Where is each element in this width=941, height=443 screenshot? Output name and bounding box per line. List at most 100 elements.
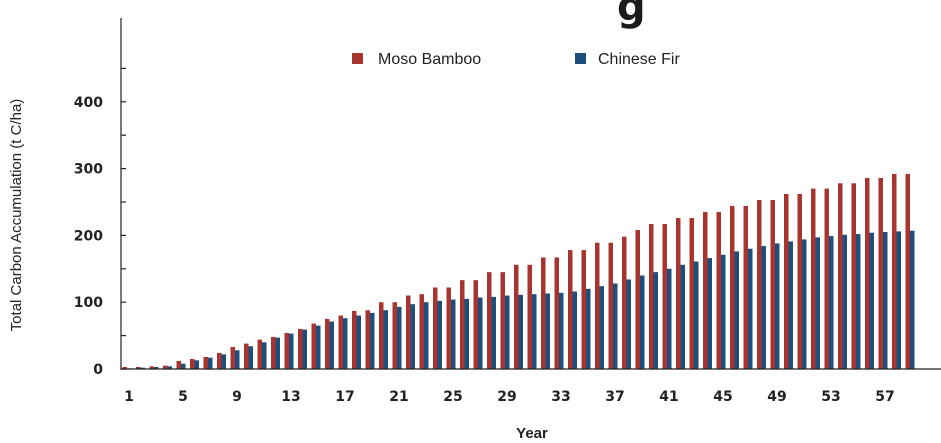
bar-chinese-fir	[572, 291, 577, 369]
legend-label-moso-bamboo: Moso Bamboo	[378, 51, 481, 68]
bar-moso-bamboo	[230, 346, 235, 369]
bar-moso-bamboo	[581, 250, 586, 369]
x-axis: 1 5 9 13 17 21 25 29 33 37 41 45 49 53 57	[121, 368, 941, 405]
y-tick-label: 200	[74, 228, 103, 244]
x-tick-label: 45	[713, 389, 732, 405]
bar-moso-bamboo	[460, 280, 465, 369]
bar-chinese-fir	[343, 318, 348, 369]
bar-chinese-fir	[653, 272, 658, 369]
bar-chinese-fir	[545, 293, 550, 369]
bar-moso-bamboo	[392, 302, 397, 369]
bar-moso-bamboo	[298, 328, 303, 369]
bar-moso-bamboo	[676, 218, 681, 369]
bar-moso-bamboo	[797, 193, 802, 369]
bar-chinese-fir	[356, 315, 361, 369]
bar-chinese-fir	[829, 236, 834, 369]
bar-moso-bamboo	[244, 343, 249, 369]
bar-chinese-fir	[316, 325, 321, 369]
bar-moso-bamboo	[838, 183, 843, 369]
bar-moso-bamboo	[325, 318, 330, 369]
x-tick-label: 17	[335, 389, 354, 405]
bar-chinese-fir	[734, 251, 739, 369]
bar-moso-bamboo	[595, 242, 600, 369]
bar-moso-bamboo	[419, 294, 424, 369]
bar-chinese-fir	[424, 302, 429, 369]
bar-chinese-fir	[167, 366, 172, 369]
bar-moso-bamboo	[122, 366, 127, 369]
bar-moso-bamboo	[662, 224, 667, 369]
bar-moso-bamboo	[136, 366, 141, 369]
bar-chinese-fir	[410, 304, 415, 369]
bar-moso-bamboo	[514, 264, 519, 369]
x-axis-label: Year	[516, 425, 548, 442]
bar-moso-bamboo	[257, 339, 262, 369]
bar-group	[122, 173, 915, 369]
bar-chinese-fir	[775, 243, 780, 369]
bar-moso-bamboo	[554, 257, 559, 369]
bar-moso-bamboo	[379, 302, 384, 369]
bar-moso-bamboo	[622, 236, 627, 369]
bar-chinese-fir	[289, 333, 294, 369]
bar-moso-bamboo	[878, 177, 883, 369]
chart-title-fragment: g	[617, 0, 646, 30]
bar-chinese-fir	[910, 230, 915, 369]
bar-chinese-fir	[437, 300, 442, 369]
bar-chinese-fir	[842, 234, 847, 369]
bar-moso-bamboo	[433, 287, 438, 369]
bar-chinese-fir	[869, 232, 874, 369]
bar-moso-bamboo	[541, 257, 546, 369]
bar-chinese-fir	[518, 294, 523, 369]
bar-moso-bamboo	[271, 336, 276, 369]
y-tick-label: 300	[74, 162, 103, 178]
bar-chinese-fir	[667, 268, 672, 369]
bar-chinese-fir	[761, 246, 766, 369]
bar-chinese-fir	[140, 367, 145, 369]
x-tick-label: 25	[443, 389, 462, 405]
bar-chinese-fir	[491, 296, 496, 369]
x-tick-label: 57	[875, 389, 894, 405]
bar-moso-bamboo	[892, 173, 897, 369]
bar-chinese-fir	[815, 237, 820, 369]
legend-swatch-chinese-fir	[575, 53, 586, 64]
bar-chinese-fir	[626, 279, 631, 369]
bar-moso-bamboo	[649, 224, 654, 369]
bar-chinese-fir	[613, 283, 618, 369]
y-axis: 0 100 200 300 400	[74, 18, 126, 378]
bar-chinese-fir	[748, 248, 753, 369]
y-tick-label: 0	[93, 362, 103, 378]
bar-moso-bamboo	[473, 280, 478, 369]
bar-chinese-fir	[559, 292, 564, 369]
bar-chinese-fir	[302, 329, 307, 369]
bar-moso-bamboo	[406, 295, 411, 369]
x-tick-label: 5	[178, 389, 188, 405]
bar-moso-bamboo	[730, 206, 735, 369]
y-tick-label: 400	[74, 95, 103, 111]
bar-chinese-fir	[464, 298, 469, 369]
legend-swatch-moso-bamboo	[352, 53, 363, 64]
x-tick-label: 13	[281, 389, 300, 405]
bar-moso-bamboo	[149, 366, 154, 369]
bar-moso-bamboo	[352, 310, 357, 369]
bar-moso-bamboo	[865, 177, 870, 369]
bar-moso-bamboo	[689, 218, 694, 369]
bar-moso-bamboo	[743, 206, 748, 369]
bar-chinese-fir	[262, 342, 267, 369]
x-tick-label: 41	[659, 389, 678, 405]
bar-chinese-fir	[208, 357, 213, 369]
bar-moso-bamboo	[446, 287, 451, 369]
bar-moso-bamboo	[608, 242, 613, 369]
bar-chinese-fir	[788, 241, 793, 369]
bar-chinese-fir	[221, 354, 226, 369]
x-tick-label: 9	[232, 389, 242, 405]
x-tick-label: 53	[821, 389, 840, 405]
bar-chinese-fir	[680, 264, 685, 369]
bar-chinese-fir	[721, 254, 726, 369]
bar-chinese-fir	[586, 288, 591, 369]
x-tick-label: 33	[551, 389, 570, 405]
bar-moso-bamboo	[284, 332, 289, 369]
bar-moso-bamboo	[176, 360, 181, 369]
bar-moso-bamboo	[703, 212, 708, 369]
bar-moso-bamboo	[824, 188, 829, 369]
bar-moso-bamboo	[568, 250, 573, 369]
legend: Moso Bamboo Chinese Fir	[352, 51, 680, 68]
